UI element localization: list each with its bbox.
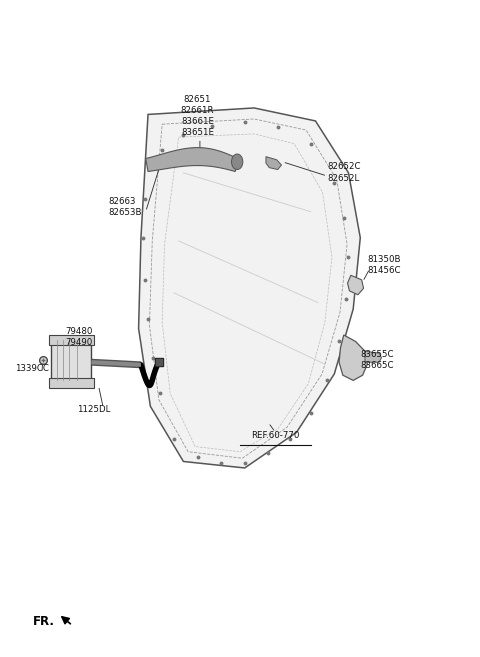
Text: 1339CC: 1339CC bbox=[14, 363, 48, 373]
Polygon shape bbox=[339, 335, 367, 380]
Text: 82652C
82652L: 82652C 82652L bbox=[327, 162, 361, 183]
Bar bbox=[49, 378, 94, 388]
Polygon shape bbox=[139, 108, 360, 468]
Text: FR.: FR. bbox=[33, 615, 54, 628]
Text: 83655C
83665C: 83655C 83665C bbox=[360, 350, 394, 370]
Text: REF.60-770: REF.60-770 bbox=[251, 431, 300, 440]
Polygon shape bbox=[266, 156, 281, 170]
Bar bbox=[49, 335, 94, 345]
Polygon shape bbox=[365, 351, 382, 362]
Text: 79480
79490: 79480 79490 bbox=[65, 327, 93, 347]
Polygon shape bbox=[145, 148, 238, 171]
Bar bbox=[51, 340, 91, 380]
Text: 81350B
81456C: 81350B 81456C bbox=[367, 255, 401, 275]
Circle shape bbox=[231, 154, 243, 170]
Text: 1125DL: 1125DL bbox=[77, 405, 110, 414]
Text: 82663
82653B: 82663 82653B bbox=[108, 197, 142, 217]
Text: 82651
82661R
83661E
83651E: 82651 82661R 83661E 83651E bbox=[181, 95, 214, 137]
Polygon shape bbox=[348, 275, 363, 295]
